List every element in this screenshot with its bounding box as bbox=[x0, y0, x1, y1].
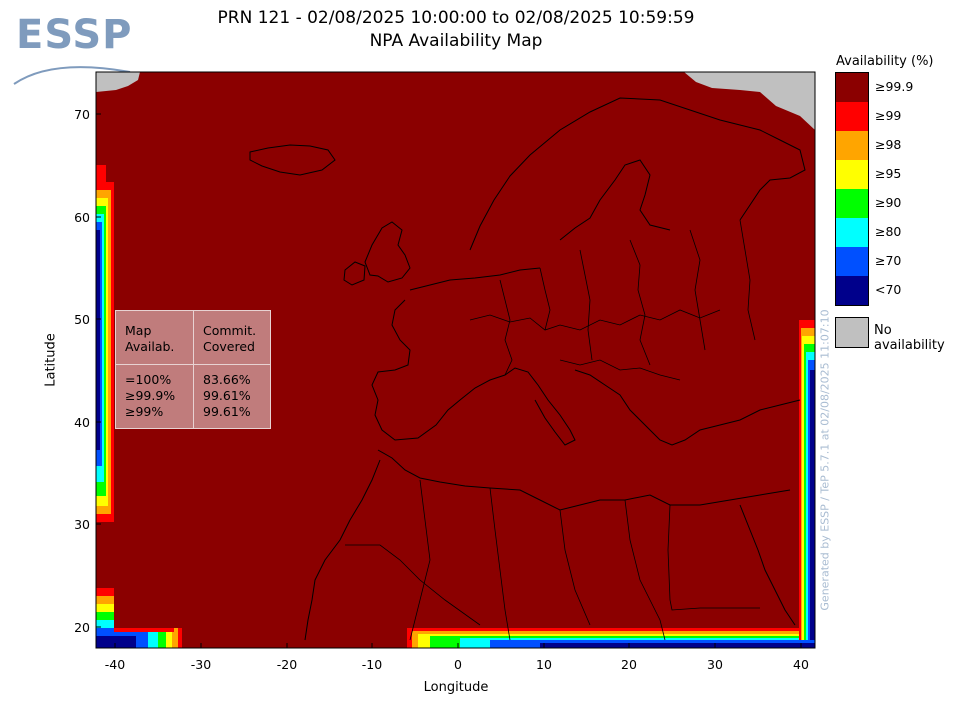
x-tick-label: 0 bbox=[454, 657, 462, 672]
y-tick-labels: 70 60 50 40 30 20 bbox=[74, 107, 90, 635]
axis-ticks bbox=[96, 113, 802, 648]
legend-swatch bbox=[836, 160, 868, 189]
y-tick-label: 20 bbox=[74, 620, 90, 635]
x-tick-label: 30 bbox=[707, 657, 723, 672]
logo-text: ESSP bbox=[16, 12, 133, 58]
east-edge-degradation bbox=[799, 320, 815, 640]
no-availability-label: No availability bbox=[874, 323, 945, 353]
legend-swatch bbox=[836, 131, 868, 160]
stats-table: Map Availab. =100% ≥99.9% ≥99% Commit. C… bbox=[115, 310, 271, 429]
y-axis-label: Latitude bbox=[43, 333, 59, 387]
x-tick-label: -20 bbox=[277, 657, 297, 672]
legend-label: <70 bbox=[875, 282, 902, 297]
legend-label: ≥70 bbox=[875, 253, 902, 268]
x-tick-label: -30 bbox=[191, 657, 211, 672]
stats-header-map-availability: Map Availab. bbox=[125, 323, 175, 354]
west-edge-degradation bbox=[96, 165, 114, 522]
iberia-france-italy-coast bbox=[371, 299, 576, 446]
x-tick-label: -10 bbox=[362, 657, 382, 672]
legend-label: ≥80 bbox=[875, 224, 902, 239]
north-sea-coast bbox=[409, 267, 541, 291]
scandinavia-coast bbox=[469, 97, 806, 251]
legend-label: ≥99.9 bbox=[875, 79, 914, 94]
baltic-coast bbox=[559, 159, 671, 241]
y-tick-label: 30 bbox=[74, 517, 90, 532]
map-title: PRN 121 - 02/08/2025 10:00:00 to 02/08/2… bbox=[217, 8, 695, 28]
y-tick-label: 60 bbox=[74, 210, 90, 225]
generated-by-watermark: Generated by ESSP / TeP 5.7.1 at 02/08/2… bbox=[818, 309, 832, 611]
x-tick-label: -40 bbox=[105, 657, 125, 672]
legend-colorbar bbox=[835, 72, 869, 306]
legend-swatch bbox=[836, 247, 868, 276]
stats-values-commit-covered: 83.66% 99.61% 99.61% bbox=[203, 372, 251, 419]
legend-title: Availability (%) bbox=[836, 54, 934, 69]
stats-divider bbox=[116, 364, 270, 365]
southwest-degradation bbox=[96, 588, 182, 648]
iceland bbox=[249, 144, 336, 176]
y-tick-label: 70 bbox=[74, 107, 90, 122]
no-availability-area-ne bbox=[684, 72, 815, 130]
west-africa-coast bbox=[304, 459, 381, 641]
legend-label: ≥99 bbox=[875, 108, 902, 123]
country-borders bbox=[345, 219, 760, 641]
south-edge-degradation bbox=[407, 628, 815, 648]
legend-label: ≥98 bbox=[875, 137, 902, 152]
map-area bbox=[95, 71, 816, 649]
y-tick-label: 50 bbox=[74, 312, 90, 327]
y-tick-label: 40 bbox=[74, 415, 90, 430]
red-sea-coast bbox=[739, 504, 796, 626]
great-britain bbox=[364, 221, 411, 283]
plot-frame bbox=[95, 71, 816, 649]
stats-header-commit-covered: Commit. Covered bbox=[203, 323, 257, 354]
no-availability-area-nw bbox=[96, 72, 140, 92]
legend-swatch bbox=[836, 276, 868, 305]
balkans-turkey-coast bbox=[574, 369, 801, 446]
legend-swatch bbox=[836, 102, 868, 131]
legend-swatch bbox=[836, 218, 868, 247]
x-tick-label: 40 bbox=[793, 657, 809, 672]
ireland bbox=[343, 261, 366, 286]
legend-label: ≥90 bbox=[875, 195, 902, 210]
stats-col-map-availability: Map Availab. =100% ≥99.9% ≥99% bbox=[116, 311, 194, 428]
stats-col-commit-covered: Commit. Covered 83.66% 99.61% 99.61% bbox=[194, 311, 270, 428]
map-subtitle: NPA Availability Map bbox=[369, 31, 543, 51]
stats-values-map-availability: =100% ≥99.9% ≥99% bbox=[125, 372, 176, 419]
essp-logo: ESSP bbox=[12, 10, 133, 85]
legend-label: ≥95 bbox=[875, 166, 902, 181]
logo-arc-icon bbox=[13, 66, 131, 85]
x-tick-label: 20 bbox=[621, 657, 637, 672]
x-tick-labels: -40 -30 -20 -10 0 10 20 30 40 bbox=[105, 657, 809, 672]
legend-swatch bbox=[836, 189, 868, 218]
x-tick-label: 10 bbox=[536, 657, 552, 672]
no-availability-swatch bbox=[835, 317, 869, 348]
legend-swatch bbox=[836, 73, 868, 102]
x-axis-label: Longitude bbox=[423, 680, 489, 695]
